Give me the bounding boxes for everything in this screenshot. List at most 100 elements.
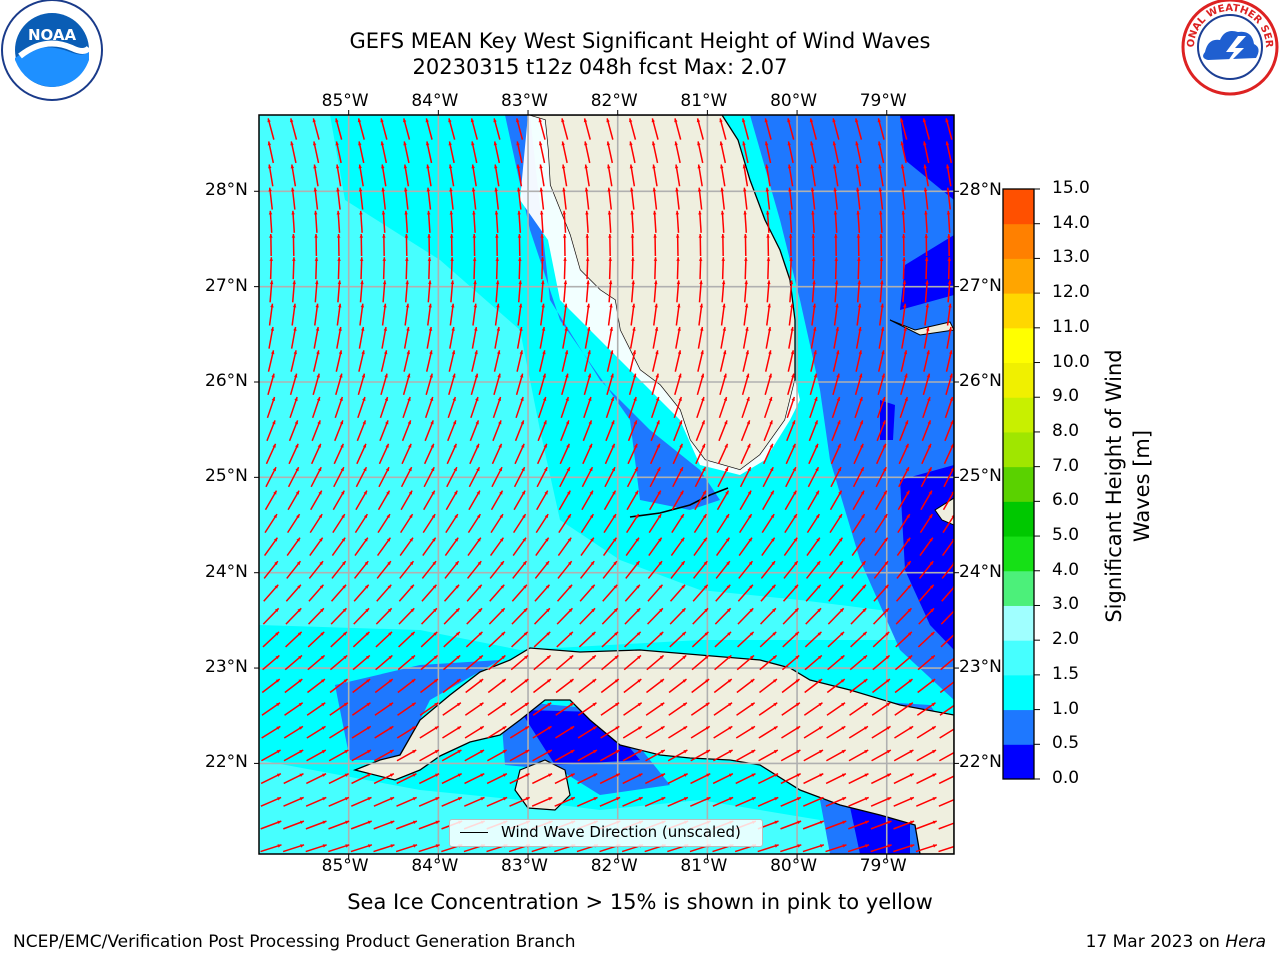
wave-vector: [645, 868, 666, 874]
wave-vector: [852, 490, 865, 511]
wave-vector: [579, 607, 596, 625]
wave-vector: [671, 513, 685, 534]
wave-vector: [676, 280, 681, 303]
wave-vector: [760, 560, 776, 579]
wave-vector: [878, 210, 883, 233]
florida-keys: [629, 487, 729, 518]
lon-label: 84°W: [411, 856, 459, 876]
wave-vector: [622, 725, 643, 739]
colorbar-segment: [1003, 293, 1034, 329]
wave-vector: [379, 396, 389, 419]
wave-vector: [871, 702, 891, 716]
wave-vector: [267, 141, 275, 164]
wave-vector: [307, 654, 326, 671]
wave-vector: [539, 164, 545, 187]
wave-vector: [532, 702, 552, 716]
wave-vector: [514, 420, 525, 442]
wave-vector: [534, 560, 550, 579]
wave-vector: [604, 466, 616, 488]
wave-vector: [652, 164, 658, 187]
wave-vector: [720, 326, 727, 349]
wave-vector: [696, 118, 704, 140]
wave-vector: [561, 141, 568, 164]
colorbar-tick-label: 13.0: [1052, 247, 1090, 268]
wave-vector: [289, 373, 298, 395]
wave-vector: [667, 796, 689, 807]
wave-vector: [418, 820, 440, 830]
wave-vector: [810, 326, 817, 349]
wave-vector: [783, 560, 799, 579]
wave-vector: [268, 210, 273, 233]
wave-vector: [534, 607, 551, 625]
wave-vector: [337, 280, 342, 303]
wave-vector: [336, 187, 341, 210]
wave-vector: [833, 303, 839, 326]
wave-vector: [334, 420, 344, 442]
wave-vector: [471, 350, 478, 372]
wave-vector: [422, 537, 437, 556]
wave-vector: [833, 210, 838, 233]
wave-vector: [651, 373, 659, 395]
wave-vector: [828, 584, 844, 602]
wave-vector: [833, 187, 839, 210]
wave-vector: [650, 420, 660, 442]
wave-vector: [441, 749, 462, 762]
wave-vector: [901, 233, 906, 257]
wave-vector: [491, 443, 503, 465]
wave-vector: [425, 118, 433, 140]
wave-vector: [827, 631, 845, 648]
wave-vector: [399, 537, 414, 556]
wave-vector: [854, 373, 863, 395]
wave-vector: [285, 584, 302, 602]
wave-vector: [667, 773, 688, 785]
wave-vector: [562, 210, 567, 233]
wave-vector: [494, 187, 500, 210]
wave-vector: [829, 513, 843, 534]
wave-vector: [720, 303, 726, 326]
wave-vector: [468, 466, 481, 488]
colorbar-segment: [1003, 640, 1034, 676]
wave-vector: [674, 164, 681, 187]
colorbar-segment: [1003, 674, 1034, 711]
wave-vector: [607, 303, 613, 326]
colorbar-tick-label: 0.0: [1052, 768, 1080, 788]
wave-vector: [855, 326, 862, 349]
wave-vector: [313, 164, 319, 187]
wave-vector: [329, 725, 349, 739]
wave-vector: [766, 303, 771, 326]
wave-vector: [311, 396, 321, 419]
colorbar-tick-label: 10.0: [1052, 351, 1090, 372]
wave-vector: [806, 513, 820, 534]
wave-vector: [359, 280, 364, 303]
wave-vector: [877, 118, 885, 140]
wave-vector: [289, 396, 298, 419]
wave-vector: [401, 420, 412, 442]
wave-vector: [758, 725, 778, 739]
wave-vector: [668, 654, 687, 671]
wave-vector: [373, 868, 394, 874]
wave-vector: [827, 607, 845, 625]
wave-vector: [403, 118, 411, 140]
wave-vector: [583, 373, 592, 395]
wave-vector: [669, 584, 686, 602]
wave-vector: [803, 702, 823, 716]
wave-vector: [715, 584, 731, 602]
wave-vector: [395, 844, 418, 853]
wave-vector: [674, 141, 681, 164]
wave-vector: [495, 280, 500, 303]
wave-vector: [832, 350, 840, 372]
wave-vector: [291, 210, 296, 233]
wave-vector: [809, 118, 817, 140]
wave-vector: [424, 420, 434, 442]
wave-vector: [532, 773, 553, 785]
wave-vector: [471, 187, 477, 210]
colorbar-segment: [1003, 536, 1034, 572]
wave-vector: [696, 373, 705, 395]
wave-vector: [856, 187, 861, 210]
wave-vector: [494, 210, 499, 233]
wave-vector: [353, 584, 370, 602]
wave-vector: [946, 210, 951, 233]
wave-vector: [922, 373, 931, 395]
wave-vector: [559, 443, 571, 465]
wave-vector: [605, 420, 615, 442]
